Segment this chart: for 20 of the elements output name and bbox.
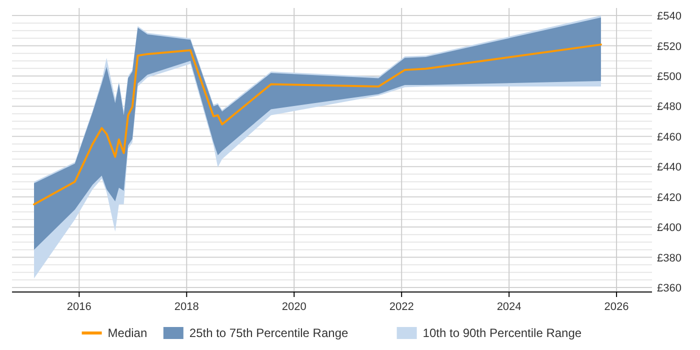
x-tick-label: 2026 [604,301,629,313]
y-tick-label: £380 [657,252,682,264]
line-series [33,44,602,206]
legend-label: 25th to 75th Percentile Range [189,326,349,340]
x-tick-label: 2018 [174,301,199,313]
y-tick-label: £500 [657,70,682,83]
x-tick-label: 2024 [496,301,522,313]
legend-label: Median [108,326,148,340]
x-tick-label: 2022 [389,301,414,313]
y-tick-label: £420 [657,192,682,204]
y-tick-label: £520 [657,40,682,53]
x-tick-label: 2016 [66,301,92,313]
y-tick-label: £360 [657,282,682,294]
y-tick-label: £480 [657,101,682,114]
y-tick-label: £400 [657,222,682,234]
y-tick-label: £540 [657,10,682,23]
y-tick-label: £460 [657,131,682,144]
legend-label: 10th to 90th Percentile Range [422,326,582,340]
y-tick-label: £440 [657,162,682,174]
x-tick-label: 2020 [282,301,306,313]
